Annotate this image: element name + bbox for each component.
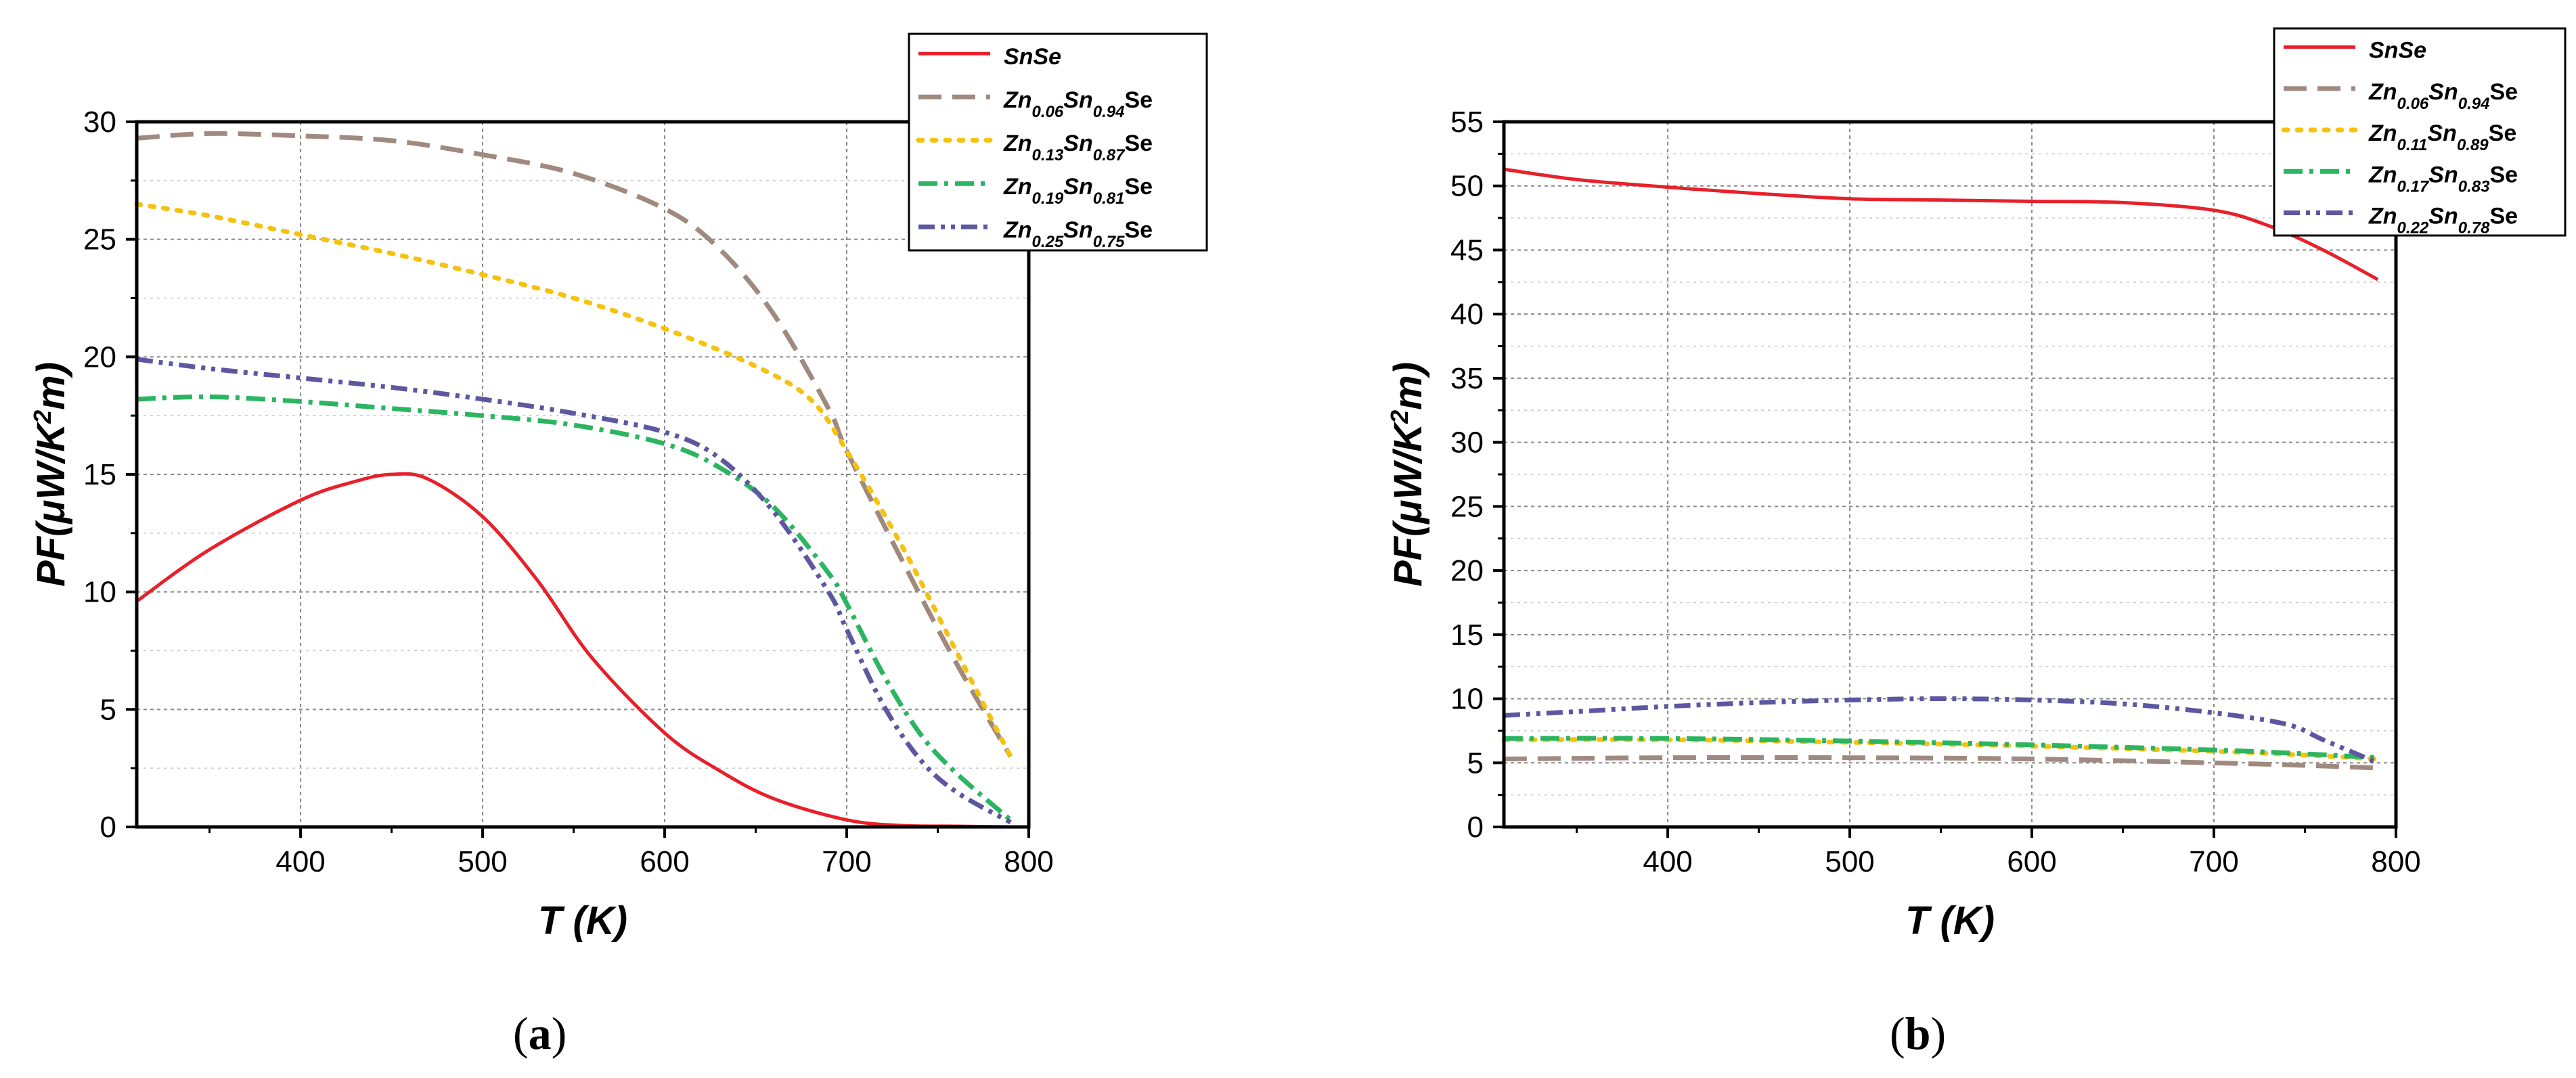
x-tick-label: 600: [2007, 845, 2056, 878]
legend-box: [2273, 27, 2567, 237]
series-line-4: [136, 357, 1012, 825]
y-tick-label: 25: [83, 223, 116, 256]
chart-panel-a: 400 500 600 700 800 0 5 10 15 20 25 30 T (K) PF(μW/K2…: [28, 32, 1208, 943]
legend-label-3: Zn0.19Sn0.81Se: [1003, 174, 1153, 208]
y-tick-label: 30: [83, 106, 116, 139]
legend-label-2: Zn0.11Sn0.89Se: [2368, 120, 2516, 154]
panel-label-a: (a): [513, 1008, 567, 1059]
y-tick-label: 25: [1450, 490, 1484, 523]
series-line-3: [1503, 736, 2378, 761]
legend-label-1: Zn0.06Sn0.94Se: [2368, 79, 2518, 113]
legend: SnSe Zn0.06Sn0.94Se Zn0.13Sn0.87Se Zn0.19Sn…: [908, 32, 1208, 252]
y-tick-label: 10: [1450, 683, 1484, 716]
x-tick-label: 500: [1825, 845, 1874, 878]
y-tick-label: 0: [100, 811, 116, 844]
grid: [137, 122, 1029, 827]
legend-label-4: Zn0.22Sn0.78Se: [2368, 203, 2518, 237]
y-tick-label: 10: [83, 576, 116, 609]
y-axis-label: PF(μW/K2m): [1385, 362, 1431, 587]
y-tick-label: 50: [1450, 170, 1484, 203]
y-tick-label: 20: [83, 340, 116, 374]
y-tick-label: 20: [1450, 554, 1484, 587]
legend-label-1: Zn0.06Sn0.94Se: [1003, 87, 1153, 121]
series-line-3: [136, 394, 1013, 822]
y-tick-label: 40: [1450, 298, 1484, 331]
panel-label-b: (b): [1890, 1008, 1947, 1059]
x-axis-label: T (K): [1905, 899, 1995, 943]
y-tick-label: 35: [1450, 362, 1484, 395]
series-line-4: [1503, 696, 2379, 765]
x-axis-label: T (K): [538, 899, 627, 943]
panel-label-a-letter: a: [528, 1008, 552, 1059]
x-tick-label: 500: [458, 845, 507, 878]
y-tick-label: 0: [1467, 811, 1484, 844]
y-tick-label: 15: [83, 458, 116, 491]
grid: [1504, 122, 2396, 827]
y-tick-label: 45: [1450, 233, 1484, 267]
x-tick-label: 400: [1643, 845, 1692, 878]
x-tick-label: 600: [640, 845, 689, 878]
x-tick-label: 700: [2189, 845, 2238, 878]
series-line-0: [1503, 167, 2379, 282]
y-tick-label: 15: [1450, 619, 1484, 652]
series-line-2: [134, 202, 1013, 759]
series-line-1: [1503, 755, 2378, 771]
x-tick-label: 800: [1004, 845, 1053, 878]
y-axis-label: PF(μW/K2m): [28, 362, 74, 587]
series-line-1: [136, 131, 1013, 758]
x-tick-label: 400: [275, 845, 325, 878]
legend-label-0: SnSe: [2369, 38, 2426, 64]
y-tick-label: 30: [1450, 426, 1484, 459]
series-line-0: [135, 472, 1011, 829]
legend-label-0: SnSe: [1004, 44, 1061, 70]
y-tick-label: 5: [1467, 746, 1484, 780]
legend-label-2: Zn0.13Sn0.87Se: [1003, 131, 1153, 164]
y-tick-label: 55: [1450, 106, 1484, 139]
legend: SnSe Zn0.06Sn0.94Se Zn0.11Sn0.89Se Zn0.17Sn…: [2273, 27, 2567, 237]
panel-label-b-letter: b: [1905, 1008, 1931, 1059]
x-tick-label: 800: [2371, 845, 2420, 878]
legend-label-3: Zn0.17Sn0.83Se: [2368, 162, 2518, 196]
legend-label-4: Zn0.25Sn0.75Se: [1003, 217, 1153, 251]
x-tick-label: 700: [822, 845, 871, 878]
y-tick-label: 5: [100, 693, 116, 726]
chart-panel-b: 400 500 600 700 800 0 5 10 15 20 25 30 35 40 45 50 55 T (…: [1385, 27, 2567, 943]
